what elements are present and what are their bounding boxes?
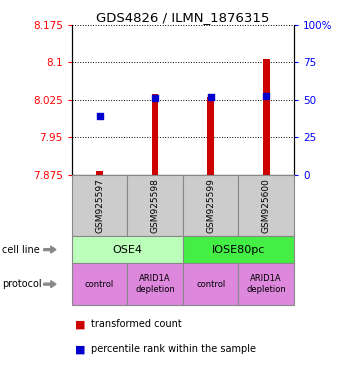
Bar bbox=[207, 98, 214, 175]
Point bbox=[208, 94, 213, 100]
Text: ARID1A
depletion: ARID1A depletion bbox=[135, 275, 175, 294]
Text: control: control bbox=[196, 280, 225, 289]
Title: GDS4826 / ILMN_1876315: GDS4826 / ILMN_1876315 bbox=[96, 11, 270, 24]
Text: ■: ■ bbox=[75, 344, 86, 354]
Text: GSM925598: GSM925598 bbox=[150, 178, 160, 233]
Text: ■: ■ bbox=[75, 319, 86, 329]
Bar bbox=[96, 171, 103, 175]
Text: ARID1A
depletion: ARID1A depletion bbox=[246, 275, 286, 294]
Text: control: control bbox=[85, 280, 114, 289]
Bar bbox=[152, 94, 159, 175]
Text: OSE4: OSE4 bbox=[112, 245, 142, 255]
Text: IOSE80pc: IOSE80pc bbox=[212, 245, 265, 255]
Text: GSM925599: GSM925599 bbox=[206, 178, 215, 233]
Point bbox=[97, 113, 102, 119]
Text: transformed count: transformed count bbox=[91, 319, 182, 329]
Point bbox=[152, 95, 158, 101]
Text: cell line: cell line bbox=[2, 245, 40, 255]
Text: GSM925597: GSM925597 bbox=[95, 178, 104, 233]
Text: protocol: protocol bbox=[2, 279, 41, 289]
Text: percentile rank within the sample: percentile rank within the sample bbox=[91, 344, 256, 354]
Bar bbox=[263, 59, 270, 175]
Text: GSM925600: GSM925600 bbox=[262, 178, 271, 233]
Point bbox=[264, 93, 269, 99]
